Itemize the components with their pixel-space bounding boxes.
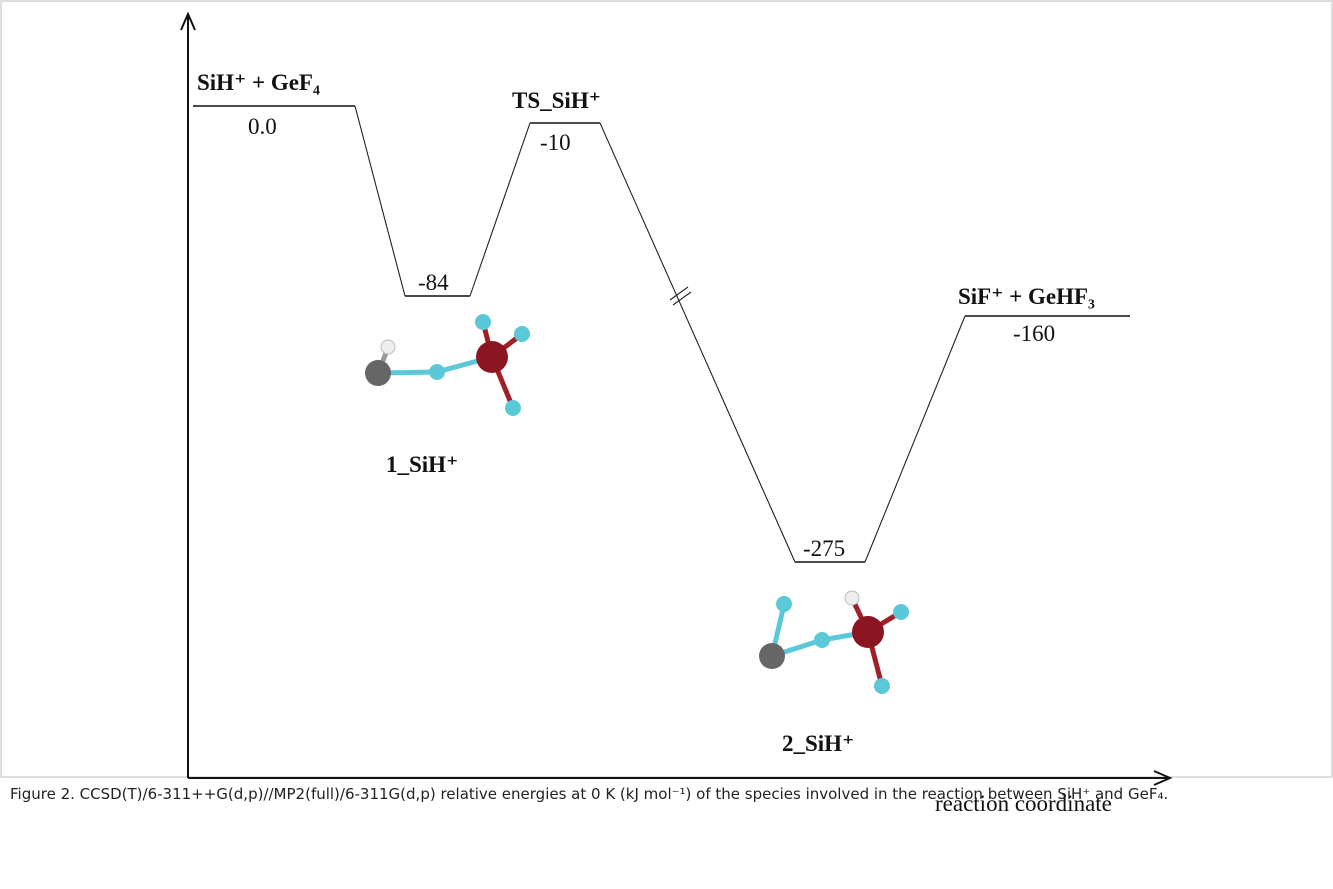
connector [470,123,530,296]
figure-frame [1,1,1332,777]
energy-label: -160 [1013,321,1055,346]
energy-label: -275 [803,536,845,561]
connector [600,123,795,562]
energy-label: 0.0 [248,114,277,139]
species-label: TS_SiH⁺ [512,88,601,113]
energy-label: -84 [418,270,449,295]
species-label: 1_SiH⁺ [386,452,458,477]
energy-diagram: reaction coordinate SiH⁺ + GeF₄ 0.0 -84 … [0,0,1333,889]
page: reaction coordinate SiH⁺ + GeF₄ 0.0 -84 … [0,0,1333,889]
species-label: SiF⁺ + GeHF₃ [958,284,1095,309]
molecule-2 [759,591,909,694]
figure-caption: Figure 2. CCSD(T)/6-311++G(d,p)//MP2(ful… [10,782,1170,806]
species-label: 2_SiH⁺ [782,731,854,756]
energy-label: -10 [540,130,571,155]
molecule-1 [365,314,530,416]
species-label: SiH⁺ + GeF₄ [197,70,320,95]
connector [355,106,405,296]
axis-break [670,287,691,305]
connector [865,316,965,562]
